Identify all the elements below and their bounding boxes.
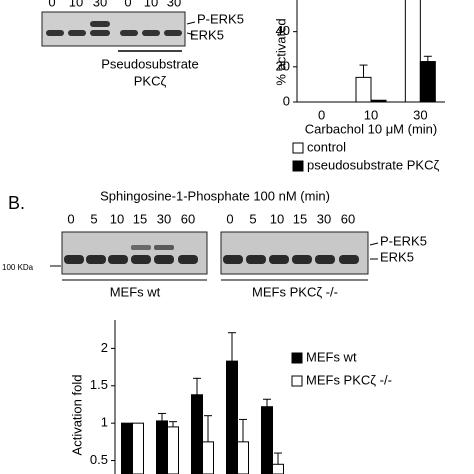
band-label: P-ERK5 bbox=[197, 11, 244, 26]
lane-label: 10 bbox=[69, 0, 83, 9]
x-tick-label: 30 bbox=[413, 107, 427, 122]
arrow bbox=[369, 242, 379, 246]
band-label: ERK5 bbox=[190, 27, 224, 42]
treatment-label: PKCζ bbox=[134, 73, 167, 88]
legend-label: pseudosubstrate PKCζ bbox=[307, 157, 439, 172]
marker-label: 100 KDa bbox=[2, 263, 34, 272]
y-tick-label: 0 bbox=[283, 93, 290, 108]
bar bbox=[419, 61, 436, 103]
group-label: MEFs wt bbox=[110, 284, 161, 299]
lane-label: 0 bbox=[67, 211, 74, 226]
legend-label: MEFs PKCζ -/- bbox=[306, 372, 392, 387]
legend-swatch bbox=[291, 375, 303, 387]
blot-bands bbox=[64, 245, 359, 264]
y-tick-label: 0.5 bbox=[90, 452, 108, 467]
bar bbox=[261, 406, 273, 474]
band-label: P-ERK5 bbox=[380, 233, 427, 248]
lane-label: 30 bbox=[157, 211, 171, 226]
lane-label: 0 bbox=[124, 0, 131, 9]
bar bbox=[167, 426, 179, 474]
blot bbox=[41, 11, 186, 47]
band-label: ERK5 bbox=[380, 249, 414, 264]
bar bbox=[370, 99, 387, 103]
blot-bands bbox=[46, 21, 182, 36]
arrow bbox=[186, 32, 196, 36]
arrow bbox=[186, 21, 196, 25]
x-tick-label: 10 bbox=[364, 107, 378, 122]
y-tick-label: 1 bbox=[101, 415, 108, 430]
bar bbox=[156, 420, 168, 474]
legend-swatch bbox=[292, 142, 304, 154]
lane-label: 10 bbox=[270, 211, 284, 226]
lane-label: 5 bbox=[249, 211, 256, 226]
y-tick-label: 1.5 bbox=[90, 377, 108, 392]
lane-label: 30 bbox=[93, 0, 107, 9]
legend-swatch bbox=[292, 160, 304, 172]
y-tick-label: 40 bbox=[276, 23, 290, 38]
lane-label: 60 bbox=[341, 211, 355, 226]
x-tick-label: 0 bbox=[318, 107, 325, 122]
legend-label: control bbox=[307, 139, 346, 154]
y-tick-label: 20 bbox=[276, 58, 290, 73]
panel-label: B. bbox=[8, 193, 25, 213]
bar bbox=[355, 76, 372, 103]
lane-label: 30 bbox=[317, 211, 331, 226]
bar bbox=[272, 463, 284, 474]
y-tick-label: 2 bbox=[101, 340, 108, 355]
bar bbox=[132, 422, 144, 474]
lanes-wt: 0 5 10 15 30 60 bbox=[67, 211, 195, 226]
treatment-label: Pseudosubstrate bbox=[101, 56, 199, 71]
lane-label: 10 bbox=[144, 0, 158, 9]
lane-label: 0 bbox=[226, 211, 233, 226]
lane-label: 30 bbox=[167, 0, 181, 9]
y-axis-label: % activated bbox=[273, 18, 288, 85]
lane-label: 15 bbox=[293, 211, 307, 226]
lane-label: 15 bbox=[133, 211, 147, 226]
lanes-ko: 0 5 10 15 30 60 bbox=[226, 211, 355, 226]
lane-label: 60 bbox=[181, 211, 195, 226]
bar bbox=[226, 360, 238, 474]
bar bbox=[121, 422, 133, 474]
bar bbox=[404, 0, 421, 103]
legend-swatch bbox=[291, 352, 303, 364]
blot bbox=[220, 231, 369, 275]
x-axis-label: Carbachol 10 μM (min) bbox=[305, 121, 437, 136]
group-label: MEFs PKCζ -/- bbox=[252, 284, 338, 299]
bar bbox=[202, 441, 214, 474]
bar bbox=[191, 394, 203, 474]
bar bbox=[237, 441, 249, 474]
lane-label: 5 bbox=[90, 211, 97, 226]
panel-title: Sphingosine-1-Phosphate 100 nM (min) bbox=[100, 188, 330, 203]
blot bbox=[61, 231, 208, 275]
legend-label: MEFs wt bbox=[306, 349, 357, 364]
lane-label: 10 bbox=[110, 211, 124, 226]
y-axis-label: Activation fold bbox=[69, 375, 84, 456]
lane-label: 0 bbox=[48, 0, 55, 9]
